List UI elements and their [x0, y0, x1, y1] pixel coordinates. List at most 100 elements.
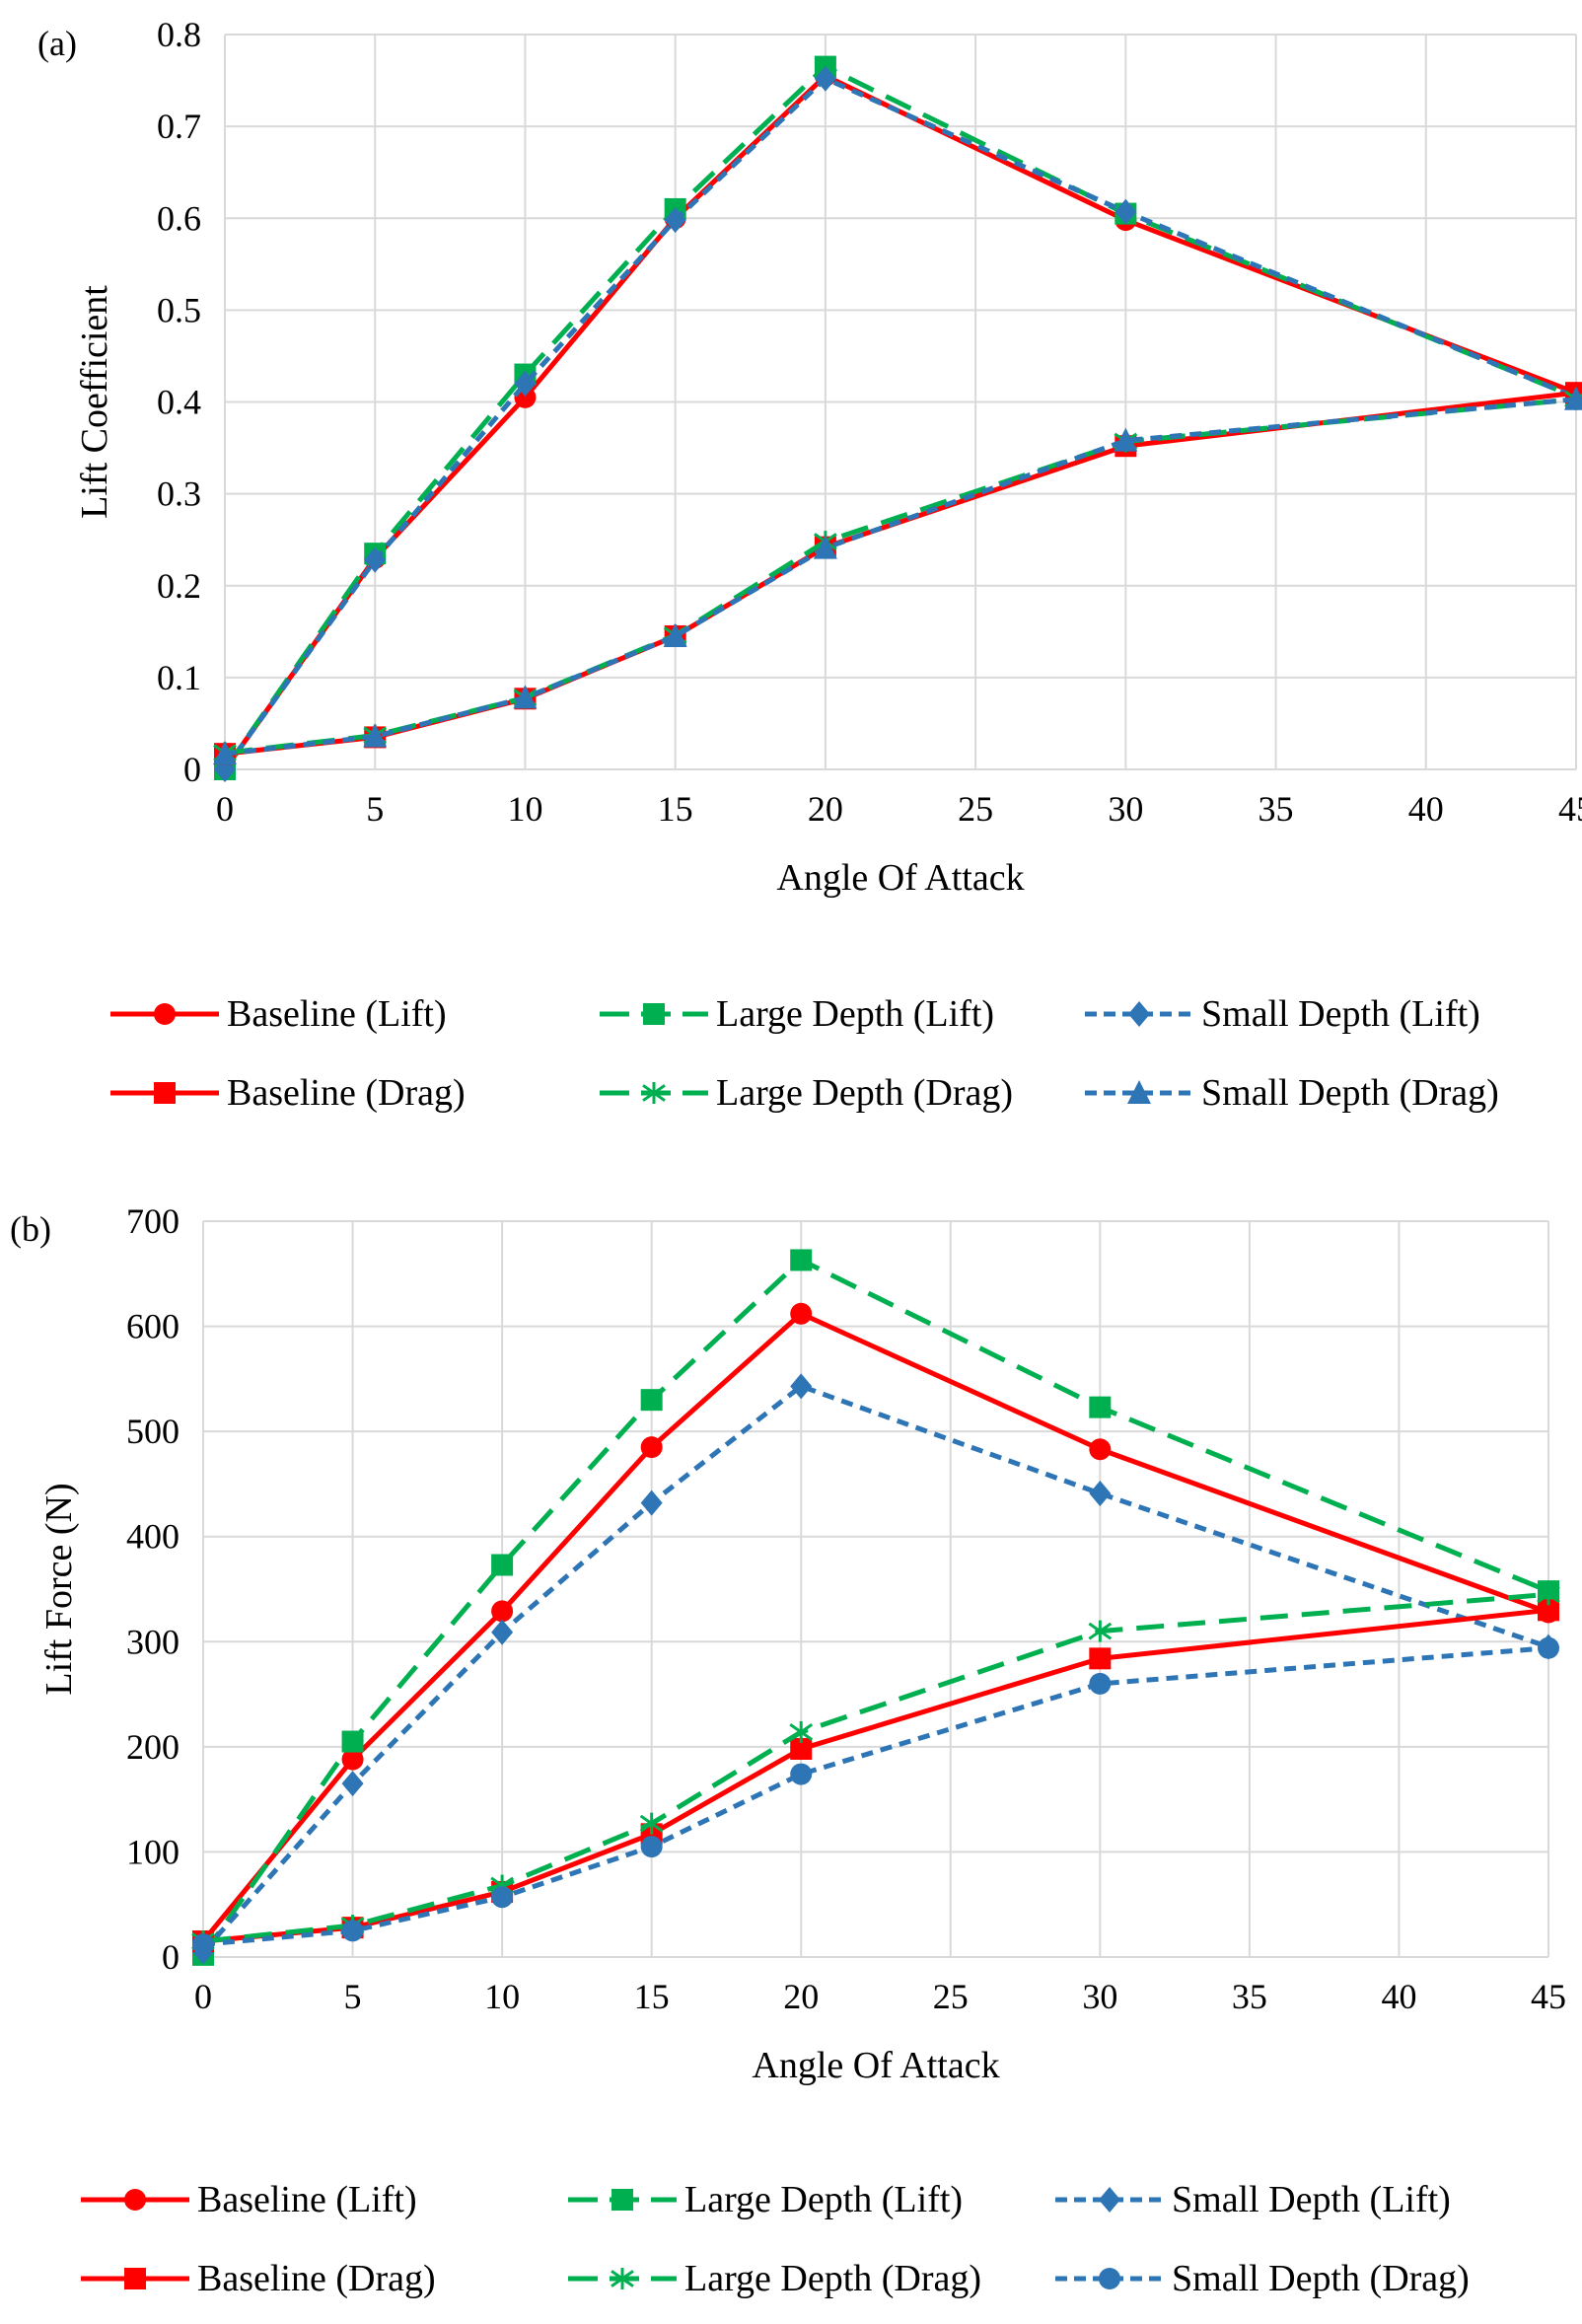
- data-point: [663, 622, 687, 647]
- data-point: [1089, 1672, 1112, 1695]
- data-point: [363, 723, 388, 748]
- asterisk-stroke: [639, 1814, 664, 1833]
- asterisk-stroke: [642, 1084, 666, 1102]
- legend-label: Large Depth (Lift): [684, 2179, 963, 2220]
- x-tick-label: 45: [1558, 789, 1582, 829]
- series-0: [192, 1302, 1559, 1953]
- legend-label: Small Depth (Drag): [1172, 2258, 1470, 2299]
- series-3: [214, 382, 1582, 765]
- y-tick-label: 0.6: [157, 198, 201, 238]
- x-tick-label: 40: [1408, 789, 1444, 829]
- panel-label: (b): [10, 1209, 51, 1249]
- data-point: [1089, 1481, 1112, 1507]
- data-point: [640, 1836, 663, 1858]
- data-point: [1538, 1636, 1559, 1659]
- legend-swatch-marker: [1099, 2268, 1120, 2289]
- y-tick-label: 0: [162, 1937, 180, 1977]
- data-point: [491, 1886, 514, 1909]
- legend-item: Baseline (Drag): [110, 1072, 466, 1114]
- x-tick-label: 0: [216, 789, 234, 829]
- legend-swatch-marker: [1127, 1080, 1151, 1104]
- y-tick-label: 300: [126, 1622, 180, 1661]
- data-point: [814, 65, 836, 92]
- data-point: [491, 1600, 514, 1623]
- data-point: [1115, 198, 1137, 225]
- series-line: [222, 73, 1577, 771]
- data-point: [341, 1730, 364, 1753]
- series-2: [192, 1373, 1559, 1965]
- data-point: [813, 535, 837, 559]
- x-tick-label: 5: [366, 789, 384, 829]
- data-point: [1089, 1438, 1112, 1461]
- legend-swatch-marker: [1128, 1001, 1150, 1027]
- y-tick-label: 0.4: [157, 383, 201, 422]
- x-axis-title: Angle Of Attack: [752, 2045, 999, 2086]
- data-point: [1114, 427, 1138, 452]
- data-point: [790, 1737, 813, 1760]
- legend-swatch-marker: [611, 2189, 633, 2211]
- x-tick-label: 20: [808, 789, 843, 829]
- legend-label: Small Depth (Drag): [1201, 1072, 1499, 1114]
- x-axis-title: Angle Of Attack: [776, 857, 1024, 899]
- legend-item: Small Depth (Drag): [1055, 2258, 1470, 2299]
- data-point: [1538, 1599, 1559, 1622]
- y-tick-label: 400: [126, 1517, 180, 1557]
- legend-item: Baseline (Drag): [81, 2258, 436, 2299]
- y-tick-label: 600: [126, 1307, 180, 1346]
- series-line: [201, 1311, 1549, 1943]
- data-point: [1564, 386, 1582, 410]
- data-point: [639, 1812, 664, 1835]
- legend-swatch-marker: [642, 1082, 666, 1104]
- data-point: [790, 1249, 813, 1271]
- data-point: [491, 1619, 514, 1645]
- y-axis-title: Lift Coefficient: [74, 285, 115, 519]
- series-5: [213, 386, 1582, 765]
- legend-label: Large Depth (Lift): [716, 993, 994, 1035]
- x-tick-label: 30: [1082, 1977, 1117, 2016]
- series-0: [214, 64, 1582, 780]
- series-line: [200, 1257, 1549, 1957]
- x-tick-label: 0: [194, 1977, 212, 2016]
- series-line: [202, 1645, 1549, 1947]
- legend-swatch-marker: [154, 1003, 176, 1025]
- asterisk-stroke: [611, 2270, 634, 2288]
- series-2: [214, 65, 1582, 782]
- series-line: [201, 1383, 1549, 1954]
- legend-swatch-marker: [643, 1003, 665, 1025]
- legend-label: Small Depth (Lift): [1172, 2179, 1451, 2220]
- y-tick-label: 0.3: [157, 474, 201, 514]
- legend-item: Small Depth (Lift): [1055, 2179, 1451, 2220]
- data-point: [213, 741, 237, 765]
- data-point: [1088, 1620, 1113, 1642]
- data-point: [341, 1771, 364, 1797]
- series-5: [192, 1636, 1559, 1956]
- data-point: [640, 1489, 663, 1516]
- data-point: [790, 1373, 813, 1400]
- y-tick-label: 0.7: [157, 107, 201, 146]
- series-line: [202, 1607, 1549, 1944]
- x-tick-label: 35: [1258, 789, 1294, 829]
- series-line: [224, 397, 1577, 757]
- y-axis-title: Lift Force (N): [38, 1483, 80, 1695]
- legend-item: Large Depth (Drag): [600, 1072, 1013, 1114]
- data-point: [1537, 1583, 1560, 1606]
- series-line: [222, 76, 1577, 771]
- data-point: [364, 546, 387, 573]
- data-point: [341, 1748, 364, 1771]
- data-point: [640, 1436, 663, 1459]
- panel-label: (a): [37, 24, 77, 63]
- y-tick-label: 200: [126, 1727, 180, 1767]
- data-point: [790, 1763, 813, 1785]
- x-tick-label: 20: [783, 1977, 819, 2016]
- y-tick-label: 0.2: [157, 566, 201, 606]
- data-point: [514, 370, 537, 397]
- x-tick-label: 10: [484, 1977, 520, 2016]
- data-point: [341, 1920, 364, 1942]
- asterisk-stroke: [1088, 1622, 1113, 1640]
- data-point: [789, 1720, 814, 1743]
- legend-swatch-marker: [154, 1082, 176, 1104]
- legend-item: Large Depth (Lift): [568, 2179, 963, 2220]
- legend-label: Baseline (Lift): [227, 993, 447, 1035]
